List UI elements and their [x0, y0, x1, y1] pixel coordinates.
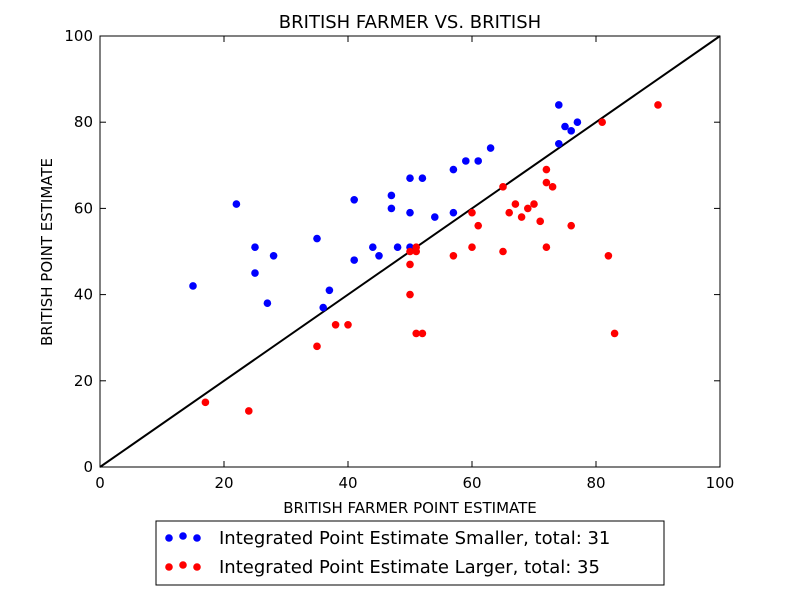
point-larger [610, 329, 619, 338]
legend-box [155, 520, 665, 586]
point-smaller [449, 208, 458, 217]
legend-label-smaller: Integrated Point Estimate Smaller, total… [219, 528, 610, 549]
point-larger [406, 247, 414, 256]
point-smaller [567, 127, 575, 135]
point-larger [418, 329, 427, 338]
point-smaller [313, 234, 321, 243]
point-larger [201, 398, 210, 407]
point-larger [499, 247, 507, 256]
plot-frame [99, 35, 721, 468]
y-tick-label: 80 [74, 113, 93, 131]
x-tick-label: 40 [338, 474, 357, 492]
point-larger [548, 183, 557, 191]
point-smaller [325, 286, 334, 295]
points-layer [189, 101, 662, 415]
point-larger [604, 252, 613, 260]
point-larger [412, 247, 421, 256]
legend-marker [165, 534, 173, 542]
chart-title: BRITISH FARMER VS. BRITISH [279, 12, 541, 33]
point-smaller [269, 252, 278, 260]
x-tick-label: 0 [95, 474, 105, 492]
legend-marker [193, 563, 201, 571]
point-larger [245, 407, 253, 415]
y-tick-label: 100 [64, 27, 93, 45]
point-larger [505, 208, 513, 217]
legend-label-larger: Integrated Point Estimate Larger, total:… [219, 557, 600, 578]
point-larger [542, 178, 551, 187]
point-smaller [350, 195, 359, 204]
point-larger [524, 204, 532, 213]
x-tick-label: 20 [214, 474, 233, 492]
point-smaller [189, 282, 197, 290]
x-tick-label: 100 [706, 474, 735, 492]
point-larger [598, 118, 606, 126]
point-smaller [369, 243, 377, 251]
point-larger [406, 290, 414, 299]
point-larger [313, 342, 321, 351]
x-axis-label: BRITISH FARMER POINT ESTIMATE [283, 499, 537, 517]
point-smaller [555, 139, 563, 148]
point-smaller [350, 256, 359, 264]
point-larger [406, 260, 414, 269]
y-axis-ticks: 0 20 40 60 80 100 [64, 27, 720, 476]
legend-marker [165, 563, 173, 571]
point-larger [567, 221, 575, 230]
point-smaller [573, 118, 582, 126]
legend-markers-smaller [165, 532, 201, 542]
point-smaller [232, 200, 241, 208]
point-smaller [555, 101, 563, 109]
point-smaller [406, 174, 414, 183]
x-axis-ticks: 0 20 40 60 80 100 [95, 36, 734, 492]
point-smaller [449, 165, 458, 174]
x-tick-label: 60 [462, 474, 481, 492]
point-smaller [393, 243, 402, 251]
point-larger [331, 320, 340, 329]
point-smaller [418, 174, 427, 183]
point-smaller [561, 122, 569, 131]
legend-marker [193, 534, 201, 542]
legend-markers-larger [165, 561, 201, 571]
y-axis-label: BRITISH POINT ESTIMATE [38, 158, 56, 346]
y-tick-label: 20 [74, 372, 93, 390]
point-larger [542, 243, 551, 251]
point-larger [542, 165, 551, 174]
point-smaller [251, 243, 259, 251]
point-larger [536, 217, 544, 226]
y-tick-label: 40 [74, 286, 93, 304]
point-larger [468, 243, 476, 251]
y-tick-label: 60 [74, 199, 93, 217]
legend-marker [179, 561, 187, 569]
point-larger [344, 320, 352, 329]
legend-marker [179, 532, 187, 540]
point-larger [468, 208, 476, 217]
point-smaller [474, 157, 483, 165]
point-larger [654, 101, 662, 109]
y-tick-label: 0 [83, 458, 93, 476]
point-smaller [431, 213, 439, 221]
point-smaller [387, 204, 396, 213]
point-smaller [263, 299, 272, 308]
point-smaller [486, 144, 495, 152]
point-larger [530, 200, 538, 208]
point-larger [499, 183, 507, 191]
point-smaller [319, 303, 328, 312]
point-smaller [462, 157, 470, 165]
plot-area [99, 35, 721, 468]
point-larger [474, 221, 483, 230]
point-larger [449, 252, 458, 260]
point-smaller [251, 269, 259, 277]
point-smaller [406, 208, 414, 217]
legend: Integrated Point Estimate Smaller, total… [155, 520, 665, 586]
point-smaller [375, 252, 383, 260]
x-tick-label: 80 [586, 474, 605, 492]
point-larger [517, 213, 526, 221]
point-larger [412, 329, 421, 338]
point-larger [511, 200, 520, 208]
point-smaller [387, 191, 396, 200]
